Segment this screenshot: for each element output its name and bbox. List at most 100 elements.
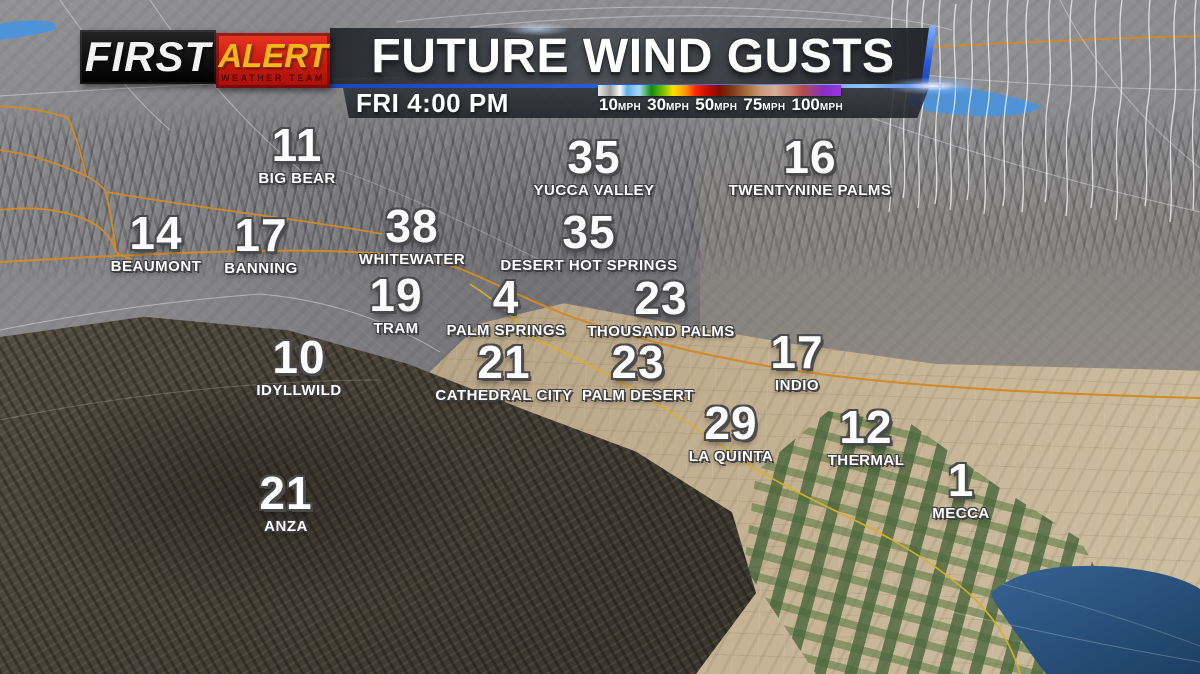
station-name: ANZA — [264, 517, 308, 535]
road-line — [0, 379, 381, 421]
wind-line — [1090, 0, 1097, 209]
gust-value: 17 — [770, 326, 824, 378]
station-name: TRAM — [373, 319, 419, 337]
highway-line — [0, 207, 117, 253]
station-name: CATHEDRAL CITY — [435, 386, 573, 404]
wind-streamlines — [888, 0, 1197, 223]
station-name: MECCA — [932, 504, 990, 522]
legend-tick: 75MPH — [743, 95, 785, 115]
tick-unit: MPH — [714, 102, 738, 113]
gust-value: 11 — [271, 119, 323, 171]
tick-value: 10 — [599, 95, 618, 114]
station-name: BEAUMONT — [110, 257, 202, 275]
highway-line — [105, 191, 133, 260]
road-line — [0, 293, 261, 331]
lake — [0, 20, 57, 40]
road-line — [149, 0, 301, 171]
logo-first-text: FIRST — [84, 33, 212, 80]
first-alert-logo: FIRST — [80, 30, 216, 84]
tick-value: 30 — [647, 95, 667, 114]
title-bar: FUTURE WIND GUSTS — [330, 28, 936, 85]
wind-line — [871, 117, 1200, 213]
wind-line — [1144, 0, 1151, 207]
wind-line — [1044, 0, 1051, 203]
station-name: TWENTYNINE PALMS — [728, 181, 892, 199]
gust-value: 21 — [259, 467, 313, 519]
highways — [0, 35, 1200, 399]
station-tram: 19 TRAM — [369, 269, 423, 337]
station-name: WHITEWATER — [358, 250, 466, 268]
gust-value: 16 — [783, 131, 837, 183]
gust-value: 29 — [704, 397, 758, 449]
station-name: LA QUINTA — [688, 447, 774, 465]
tick-value: 50 — [695, 95, 715, 114]
highway-line — [0, 149, 107, 193]
alert-logo-box: ALERT WEATHER TEAM — [216, 33, 330, 88]
wind-line — [1169, 0, 1177, 223]
wind-line — [966, 0, 973, 201]
valid-time: FRI 4:00 PM — [356, 87, 509, 118]
station-name: THERMAL — [827, 451, 905, 469]
gust-value: 12 — [839, 401, 893, 453]
wind-line — [983, 0, 991, 215]
station-name: THOUSAND PALMS — [587, 322, 735, 340]
station-banning: 17 BANNING — [224, 209, 298, 277]
gust-value: 38 — [385, 200, 439, 252]
page-title: FUTURE WIND GUSTS — [371, 30, 895, 83]
lens-flare-small — [492, 20, 582, 38]
station-name: DESERT HOT SPRINGS — [500, 256, 678, 274]
wind-line — [1065, 0, 1073, 217]
station-idyllwild: 10 IDYLLWILD — [256, 334, 341, 399]
station-indio: 17 INDIO — [770, 326, 824, 394]
gust-value: 19 — [369, 269, 423, 321]
station-beaumont: 14 BEAUMONT — [110, 207, 202, 275]
lens-flare — [868, 74, 998, 98]
highway-line — [105, 191, 383, 235]
road-line — [951, 611, 1200, 663]
tick-value: 75 — [743, 95, 763, 114]
logo-weather-team-text: WEATHER TEAM — [220, 72, 326, 83]
station-name: BANNING — [224, 259, 298, 277]
terrain-shadow — [0, 330, 560, 650]
wind-line — [1059, 0, 1200, 169]
station-anza: 21 ANZA — [259, 467, 313, 535]
station-name: BIG BEAR — [258, 169, 336, 187]
station-thousand-palms: 23 THOUSAND PALMS — [587, 272, 735, 340]
legend-tick: 30MPH — [647, 95, 689, 115]
highway-line — [519, 331, 1021, 674]
tick-unit: MPH — [762, 102, 786, 113]
gust-value: 4 — [492, 271, 520, 323]
gust-value: 35 — [567, 131, 621, 183]
legend-tick: 10MPH — [599, 95, 641, 115]
gust-value: 23 — [634, 272, 688, 324]
gust-value: 23 — [611, 336, 665, 388]
tick-unit: MPH — [617, 102, 642, 113]
station-mecca: 1 MECCA — [932, 454, 990, 522]
gust-value: 14 — [129, 207, 183, 259]
wind-speed-colorbar — [598, 85, 841, 96]
tick-unit: MPH — [819, 102, 843, 113]
station-twentynine-palms: 16 TWENTYNINE PALMS — [728, 131, 892, 199]
highway-line — [0, 249, 1200, 399]
legend-tick: 50MPH — [695, 95, 737, 115]
tick-unit: MPH — [666, 102, 690, 113]
station-desert-hot-springs: 35 DESERT HOT SPRINGS — [500, 209, 678, 274]
wind-line — [395, 6, 953, 31]
station-palm-desert: 23 PALM DESERT — [582, 336, 694, 404]
wind-line — [934, 0, 941, 205]
tick-value: 100 — [791, 95, 820, 114]
gust-value: 1 — [947, 454, 975, 506]
station-la-quinta: 29 LA QUINTA — [688, 397, 774, 465]
wind-line — [1191, 0, 1197, 211]
gust-value: 17 — [234, 209, 288, 261]
gust-value: 21 — [477, 336, 531, 388]
wind-line — [1002, 0, 1009, 207]
wind-line — [1115, 0, 1123, 221]
station-name: YUCCA VALLEY — [533, 181, 655, 199]
station-yucca-valley: 35 YUCCA VALLEY — [533, 131, 655, 199]
highway-line — [0, 105, 87, 177]
station-big-bear: 11 BIG BEAR — [258, 119, 336, 187]
